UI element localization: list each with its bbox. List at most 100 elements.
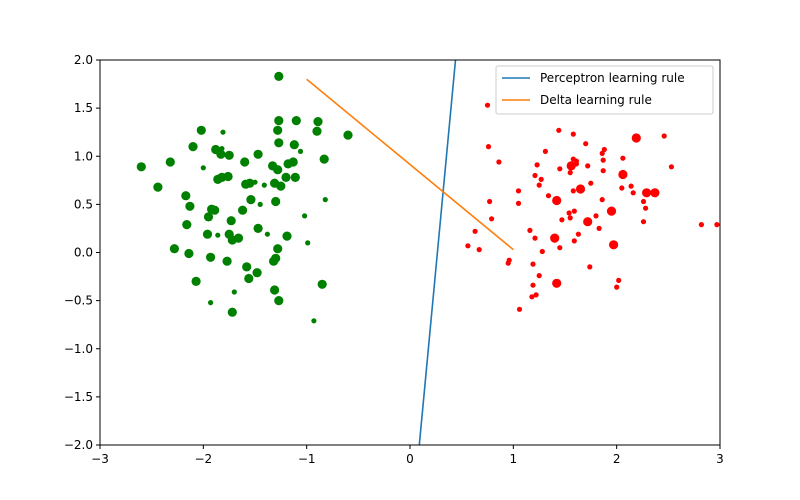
legend-label-delta: Delta learning rule <box>540 93 652 107</box>
green-point-71 <box>191 276 201 286</box>
green-point-33 <box>252 179 258 185</box>
red-point-34 <box>642 188 652 198</box>
green-point-26 <box>273 165 283 175</box>
green-point-46 <box>238 205 248 215</box>
green-point-49 <box>302 213 308 219</box>
red-point-18 <box>585 163 591 169</box>
red-point-49 <box>559 217 565 223</box>
green-point-40 <box>246 195 256 205</box>
red-point-29 <box>575 184 586 194</box>
red-point-50 <box>583 217 593 227</box>
green-point-18 <box>319 154 329 164</box>
red-point-10 <box>620 155 626 161</box>
x-tick-label: −2 <box>194 452 212 466</box>
green-point-10 <box>289 140 299 150</box>
x-tick-label: 3 <box>716 452 724 466</box>
red-point-37 <box>599 197 605 203</box>
green-point-57 <box>264 231 270 237</box>
legend-box <box>495 65 714 115</box>
red-point-70 <box>536 273 542 279</box>
red-point-59 <box>532 235 538 241</box>
green-point-52 <box>253 223 263 233</box>
y-tick-label: −0.5 <box>64 294 93 308</box>
red-point-11 <box>600 157 606 163</box>
green-point-6 <box>343 130 353 140</box>
green-point-45 <box>210 205 220 215</box>
red-point-16 <box>566 161 576 171</box>
green-point-1 <box>291 116 301 126</box>
green-point-11 <box>188 142 198 152</box>
green-point-37 <box>153 182 163 192</box>
green-point-14 <box>216 149 226 159</box>
green-point-34 <box>261 182 267 188</box>
red-point-38 <box>552 195 562 206</box>
red-point-1 <box>556 127 562 133</box>
red-point-25 <box>538 176 544 182</box>
green-point-48 <box>257 201 263 207</box>
red-point-77 <box>516 306 523 312</box>
red-point-20 <box>668 164 675 170</box>
red-point-3 <box>631 133 641 143</box>
red-point-65 <box>539 248 545 255</box>
y-axis: −2.0 −1.5 −1.0 −0.5 0.0 0.5 1.0 1.5 2.0 <box>64 53 100 452</box>
red-point-58 <box>550 233 560 243</box>
green-point-20 <box>136 162 146 172</box>
red-point-43 <box>606 206 617 216</box>
red-point-15 <box>534 162 540 168</box>
green-point-67 <box>222 256 232 266</box>
green-point-32 <box>290 172 300 182</box>
red-point-67 <box>505 260 511 266</box>
red-point-73 <box>614 284 620 290</box>
green-point-17 <box>297 148 304 154</box>
green-point-2 <box>313 117 323 127</box>
green-point-36 <box>276 181 286 191</box>
red-point-28 <box>628 183 634 189</box>
x-tick-label: 0 <box>406 452 414 466</box>
red-point-75 <box>533 292 539 298</box>
green-point-77 <box>227 307 237 317</box>
x-tick-label: 2 <box>613 452 621 466</box>
y-tick-label: −1.5 <box>64 390 93 404</box>
red-point-2 <box>570 131 576 137</box>
green-point-59 <box>227 235 237 245</box>
green-point-78 <box>311 318 317 324</box>
red-point-64 <box>557 245 563 251</box>
legend: Perceptron learning rule Delta learning … <box>495 65 714 115</box>
green-point-15 <box>224 150 234 160</box>
green-point-74 <box>231 289 237 295</box>
green-point-62 <box>273 244 283 254</box>
red-point-21 <box>600 168 606 174</box>
red-point-76 <box>529 294 535 300</box>
red-point-17 <box>573 161 580 167</box>
green-point-68 <box>242 262 252 272</box>
x-tick-label: −3 <box>91 452 109 466</box>
green-point-47 <box>203 212 214 222</box>
red-point-31 <box>570 188 576 194</box>
red-point-32 <box>515 188 522 194</box>
red-point-69 <box>587 264 593 270</box>
red-point-44 <box>571 208 577 214</box>
y-tick-label: 1.0 <box>74 149 93 163</box>
red-point-45 <box>566 210 572 216</box>
red-point-4 <box>661 133 667 139</box>
red-point-46 <box>593 213 599 219</box>
green-point-51 <box>182 220 192 230</box>
green-point-25 <box>200 165 206 171</box>
red-point-51 <box>640 219 647 225</box>
x-tick-label: −1 <box>298 452 316 466</box>
green-point-8 <box>220 129 226 135</box>
green-point-60 <box>305 240 311 246</box>
red-point-27 <box>536 182 542 188</box>
red-point-23 <box>532 172 538 179</box>
green-point-53 <box>202 229 213 239</box>
green-point-38 <box>181 191 191 201</box>
x-tick-label: 1 <box>510 452 518 466</box>
red-point-60 <box>571 238 577 244</box>
red-point-26 <box>588 180 594 186</box>
delta-line <box>306 78 514 251</box>
red-point-0 <box>484 102 491 108</box>
red-point-42 <box>643 205 649 211</box>
green-point-42 <box>322 197 328 203</box>
plot-area <box>100 60 720 445</box>
green-point-76 <box>208 300 214 306</box>
